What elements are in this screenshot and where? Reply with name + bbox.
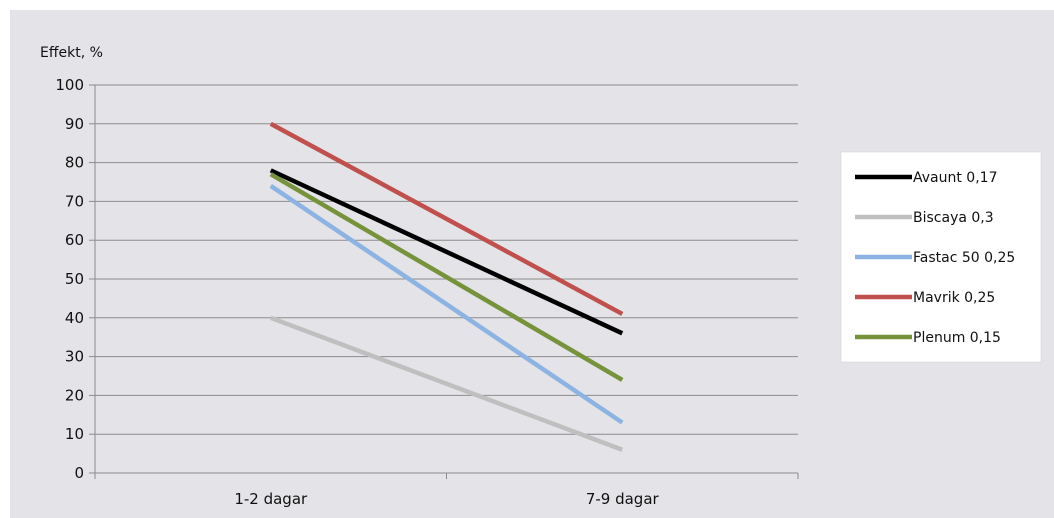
y-tick-label: 60: [65, 231, 84, 249]
y-tick-label: 0: [74, 464, 84, 482]
series-line-4: [269, 172, 624, 382]
legend-label: Biscaya 0,3: [913, 210, 994, 226]
legend-label: Mavrik 0,25: [913, 290, 995, 306]
y-tick-label: 30: [65, 348, 84, 366]
series-line-0: [269, 168, 624, 336]
chart-area: Effekt, % 0 10 20 30 40 50 60 70 80 90 100 1-2 daga…: [10, 10, 1054, 518]
y-tick-label: 20: [65, 386, 84, 404]
y-tick-label: 90: [65, 115, 84, 133]
legend-label: Avaunt 0,17: [913, 170, 997, 186]
line-chart: Effekt, % 0 10 20 30 40 50 60 70 80 90 100 1-2 daga…: [40, 45, 1042, 508]
series-line-3: [269, 121, 624, 316]
legend-label: Fastac 50 0,25: [913, 250, 1015, 266]
y-tick-label: 70: [65, 192, 84, 210]
y-tick-label: 40: [65, 309, 84, 327]
y-tick-label: 100: [55, 76, 84, 94]
legend: Avaunt 0,17 Biscaya 0,3 Fastac 50 0,25 Mavr…: [840, 151, 1042, 363]
y-tick-label: 10: [65, 425, 84, 443]
legend-label: Plenum 0,15: [913, 330, 1001, 346]
x-tick-label: 7-9 dagar: [586, 490, 660, 508]
y-tick-label: 80: [65, 154, 84, 172]
x-tick-label: 1-2 dagar: [234, 490, 308, 508]
y-tick-label: 50: [65, 270, 84, 288]
series-line-1: [269, 315, 624, 452]
y-axis-title: Effekt, %: [40, 45, 103, 61]
series-line-2: [269, 184, 624, 425]
